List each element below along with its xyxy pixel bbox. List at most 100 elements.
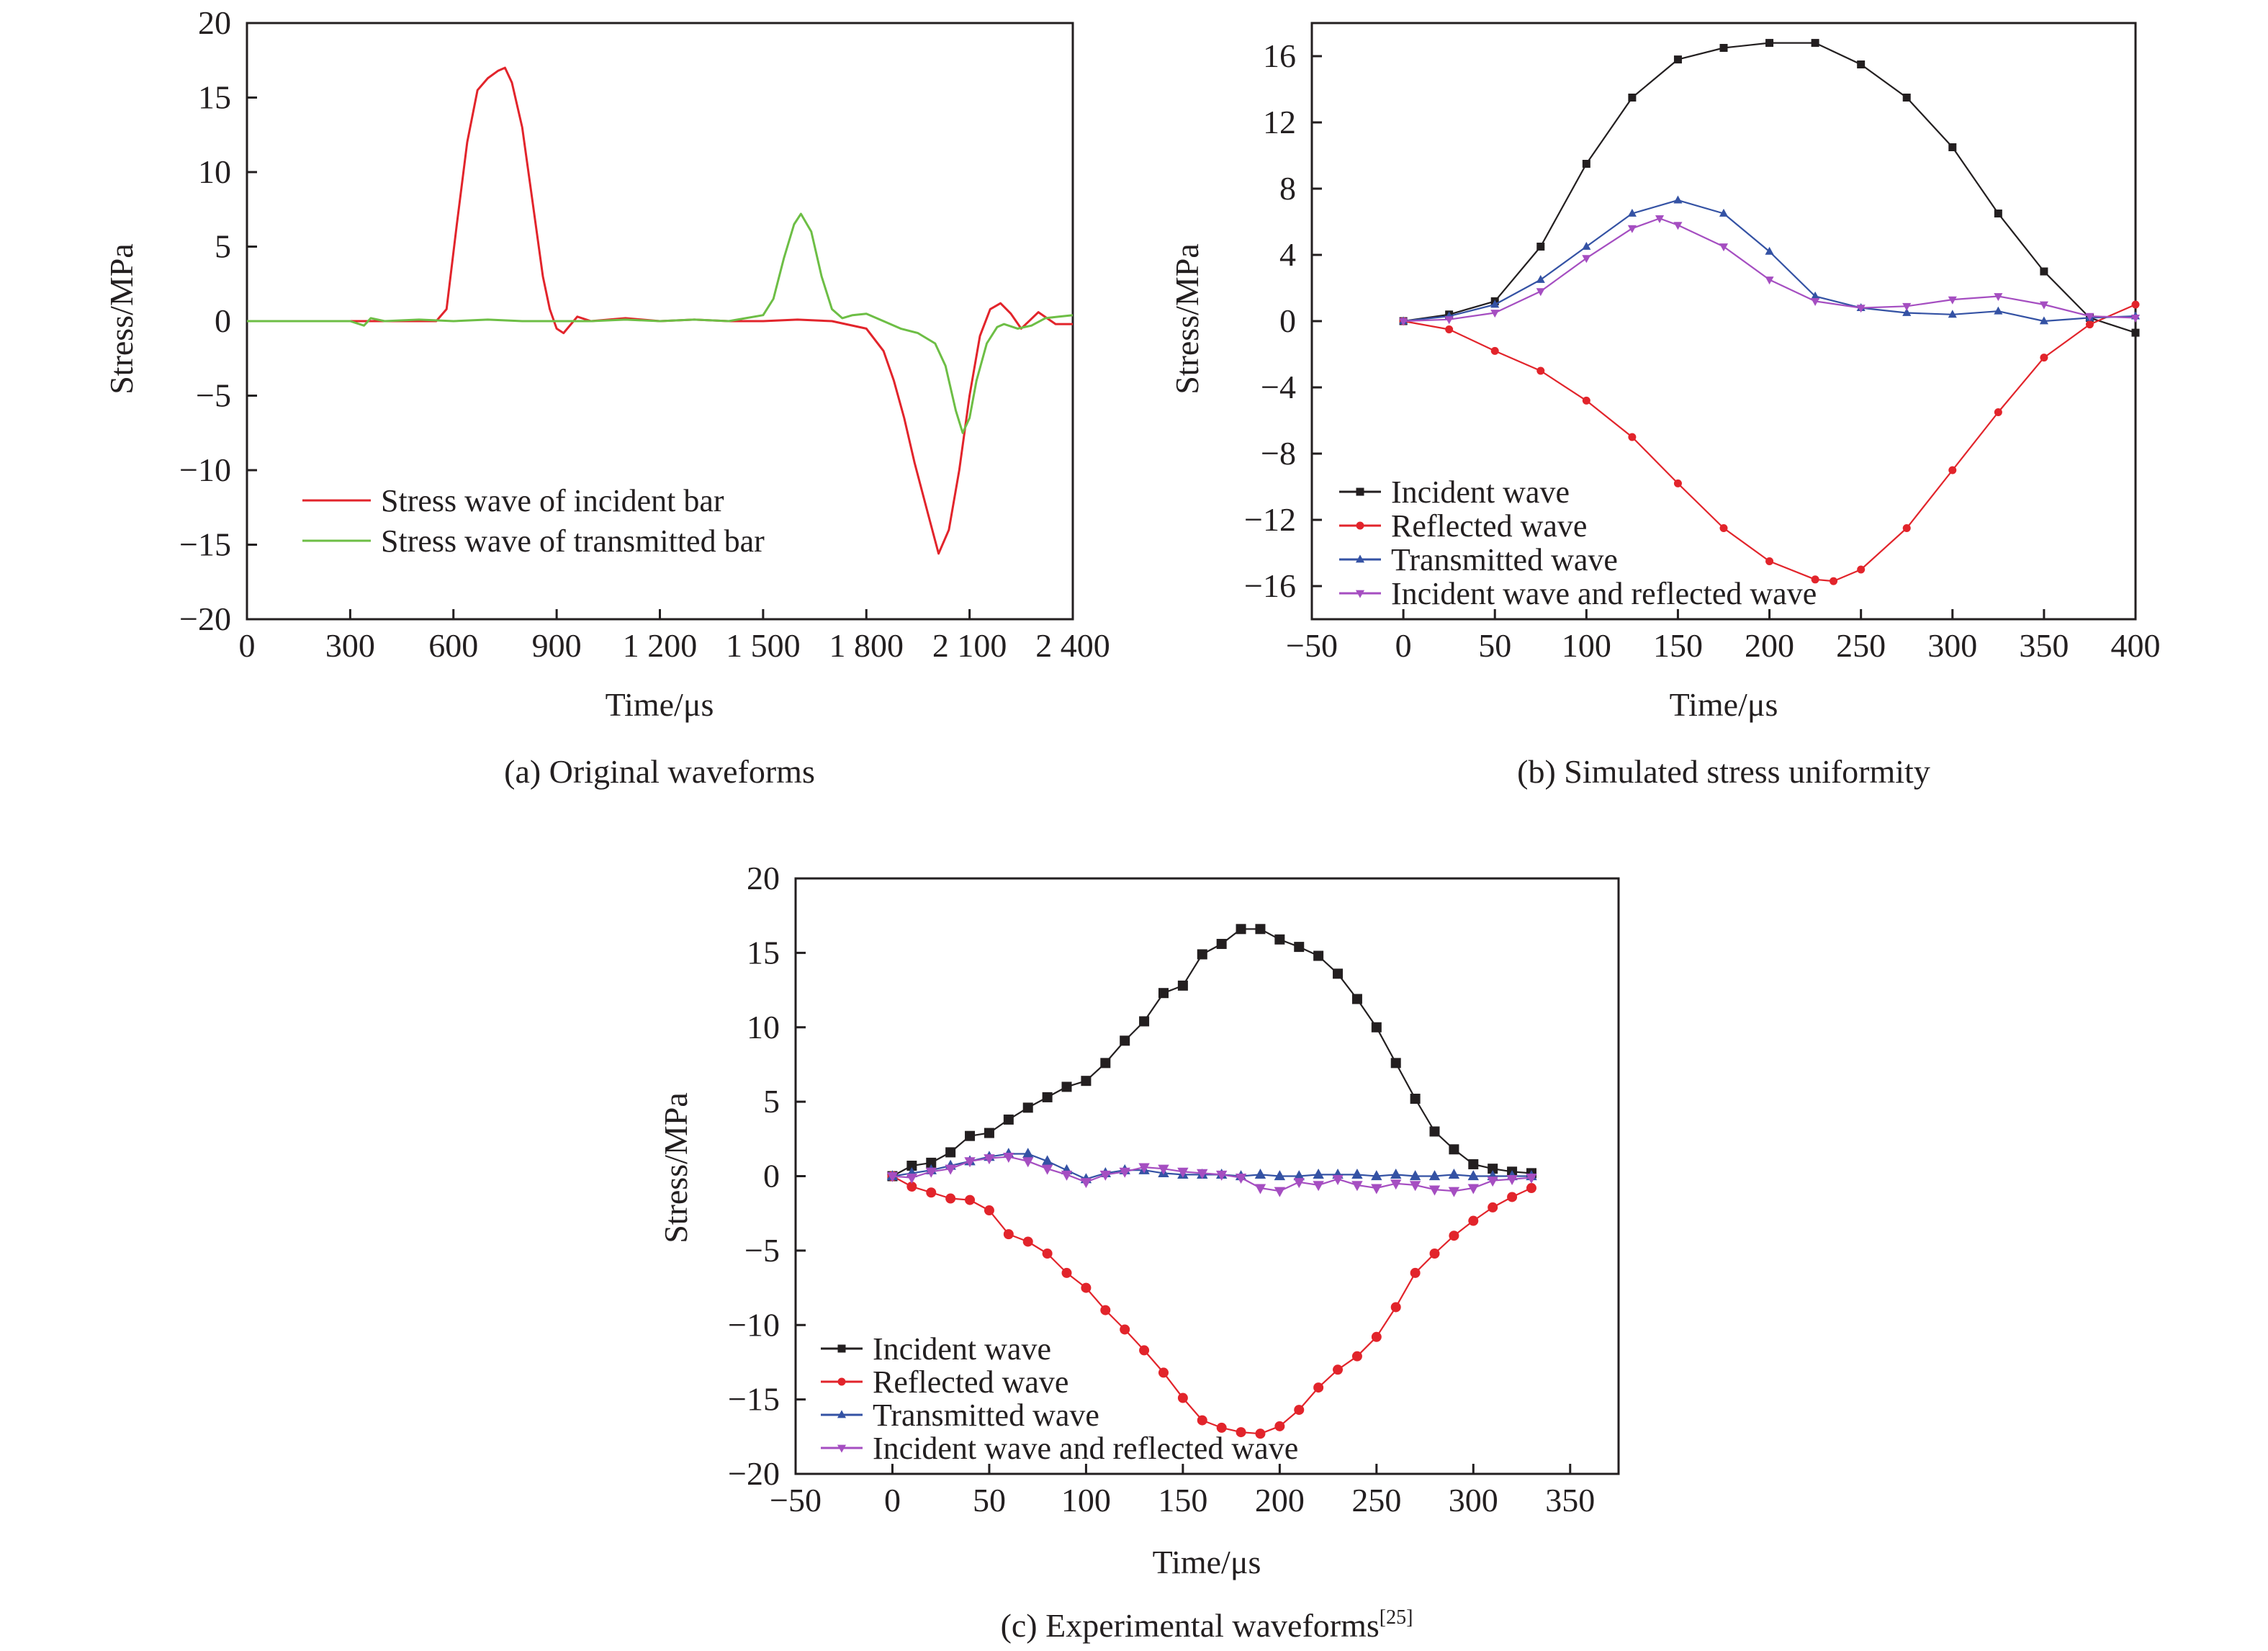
panel-c-series-transmitted-wave-point [1293,1170,1305,1181]
panel-c-series-incident-wave-and-reflected-wave-point [1080,1178,1092,1189]
panel-c-series-incident-wave-and-reflected-wave-point [1138,1163,1150,1174]
panel-c-y-tick-label: 20 [747,860,780,896]
panel-b-series-incident-wave-and-reflected-wave-point [1655,215,1665,223]
panel-c-series-transmitted-wave-point [1371,1170,1382,1181]
panel-b-series-incident-wave-point [1857,60,1866,68]
panel-c-ylabel: Stress/MPa [657,1092,694,1243]
panel-a-x-tick-label: 1 500 [726,627,801,664]
panel-b-x-tick-label: −50 [1286,627,1338,664]
panel-c-series-transmitted-wave-point [1022,1148,1034,1159]
panel-c-series-reflected-wave-point [1158,1367,1169,1378]
panel-b-ylabel: Stress/MPa [1169,243,1205,395]
panel-b-series-reflected-wave-point [1673,479,1682,487]
panel-b-series-reflected-wave-point [1811,575,1819,584]
panel-c-series-reflected-wave-point [1255,1429,1266,1439]
panel-c-series-incident-wave-and-reflected-wave-point [1119,1167,1130,1178]
panel-c-series-reflected-wave-point [1351,1351,1362,1362]
panel-c-series-reflected-wave-point [1274,1421,1285,1431]
panel-b-x-tick-label: 0 [1395,627,1412,664]
panel-a-y-tick-label: −15 [179,526,231,563]
panel-c-series-transmitted-wave-point [1313,1169,1324,1179]
panel-c-series-incident-wave-and-reflected-wave-point [1041,1164,1053,1175]
panel-a-caption: (a) Original waveforms [504,753,815,790]
panel-c-series-reflected-wave-point [1139,1345,1150,1356]
panel-a-x-tick-label: 1 200 [623,627,698,664]
panel-c-series-incident-wave-point [1197,949,1207,960]
panel-c-x-tick-label: 150 [1158,1482,1207,1519]
panel-c-series-reflected-wave-point [945,1193,956,1204]
panel-b-series-transmitted-wave-point [1627,208,1637,217]
panel-c-y-tick-label: −20 [728,1455,780,1492]
panel-c-series-incident-wave-and-reflected-wave-line [892,1156,1532,1192]
panel-b-legend-marker [1355,590,1365,598]
panel-c-series-incident-wave-and-reflected-wave-point [1293,1178,1305,1189]
panel-b-series-reflected-wave-point [1857,565,1866,574]
panel-c-series-reflected-wave-point [1429,1249,1440,1259]
panel-c-series-reflected-wave-point [1390,1302,1401,1313]
panel-c-series-reflected-wave-point [1371,1331,1382,1342]
panel-b-legend-label: Incident wave and reflected wave [1391,576,1817,611]
panel-b-series-reflected-wave-point [2131,300,2140,309]
panel-c-series-incident-wave-and-reflected-wave-point [1197,1169,1208,1179]
panel-b-series-incident-wave-and-reflected-wave-point [1673,222,1683,230]
panel-b-x-tick-label: 250 [1836,627,1886,664]
panel-b-series-incident-wave-point [1765,39,1774,48]
panel-c-series-transmitted-wave-point [1351,1169,1363,1179]
panel-c-series-reflected-wave-point [1294,1405,1305,1416]
panel-c-series-incident-wave-and-reflected-wave-point [945,1164,956,1175]
panel-b-series-incident-wave-point [1811,39,1819,48]
panel-b-series-transmitted-wave-point [2039,316,2048,325]
panel-b-series-reflected-wave-point [1830,577,1838,585]
panel-b-series-reflected-wave-line [1403,303,2136,582]
panel-a-xlabel: Time/μs [606,686,714,723]
panel-c-series-reflected-wave-point [1003,1229,1014,1240]
panel-c-series-incident-wave-and-reflected-wave-point [1003,1153,1014,1164]
panel-c-series-incident-wave-and-reflected-wave-point [1274,1187,1286,1197]
panel-b-series-incident-wave-and-reflected-wave-point [2130,315,2141,323]
panel-c-series-transmitted-wave-point [1254,1169,1266,1179]
panel-c-series-incident-wave-and-reflected-wave-point [906,1173,918,1184]
panel-c-series-incident-wave-point [926,1157,937,1168]
panel-c-series-transmitted-wave-point [1274,1170,1286,1181]
panel-c-series-incident-wave [887,924,1536,1182]
panel-b-series-incident-wave-and-reflected-wave-point [1399,318,1408,326]
panel-c-series-incident-wave-point [1236,924,1246,935]
panel-c-series-incident-wave-line [891,928,1532,1177]
panel-c-series-incident-wave-and-reflected-wave-point [1526,1173,1537,1184]
panel-c-series-incident-wave-point [1100,1058,1111,1069]
panel-b-series-incident-wave-and-reflected-wave-point [1856,305,1866,313]
panel-b-series-reflected-wave-point [1445,325,1454,333]
panel-b-series-reflected-wave-point [1628,433,1637,441]
panel-a-legend: Stress wave of incident bar Stress wave o… [302,483,765,559]
panel-b-series-transmitted-wave-point [1765,246,1774,255]
panel-c-series-reflected-wave-point [1488,1202,1498,1213]
panel-c-caption: (c) Experimental waveforms[25] [1001,1606,1413,1644]
panel-b-series-incident-wave-and-reflected-wave [1399,215,2141,326]
panel-b-series-transmitted-wave-point [1811,291,1820,300]
panel-b-series-incident-wave-point [2040,267,2048,276]
panel-b-xlabel: Time/μs [1670,686,1778,723]
panel-c-series-reflected-wave-point [1177,1393,1188,1403]
panel-c-series-incident-wave-and-reflected-wave-point [1177,1167,1189,1178]
panel-b-legend-label: Transmitted wave [1391,542,1618,577]
panel-b-series-incident-wave-and-reflected-wave-line [1403,217,2136,323]
panel-b-caption: (b) Simulated stress uniformity [1517,753,1930,790]
panel-a-y-tick-label: 15 [198,79,231,116]
panel-c-x-tick-label: 350 [1545,1482,1595,1519]
panel-c-series-incident-wave-point [1177,980,1188,991]
panel-c-series-incident-wave-point [1294,942,1305,953]
panel-c-series-incident-wave-point [945,1147,956,1158]
panel-c-legend-marker [837,1410,847,1418]
panel-c-series-transmitted-wave-point [1409,1170,1421,1181]
panel-c-series-reflected-wave-point [1468,1215,1479,1226]
panel-b-y-tick-label: 0 [1279,302,1296,339]
panel-c-series-incident-wave-point [1371,1022,1382,1033]
panel-c-series-reflected-wave-point [1061,1267,1072,1278]
panel-b-series-incident-wave-and-reflected-wave-point [1811,298,1820,306]
panel-c-y-tick-label: 15 [747,934,780,971]
panel-c-series-incident-wave-and-reflected-wave-point [984,1154,995,1165]
panel-c-series-incident-wave-point [1274,934,1285,945]
panel-b-legend-label: Incident wave [1391,474,1570,510]
panel-c-series-incident-wave-and-reflected-wave-point [1215,1170,1228,1181]
